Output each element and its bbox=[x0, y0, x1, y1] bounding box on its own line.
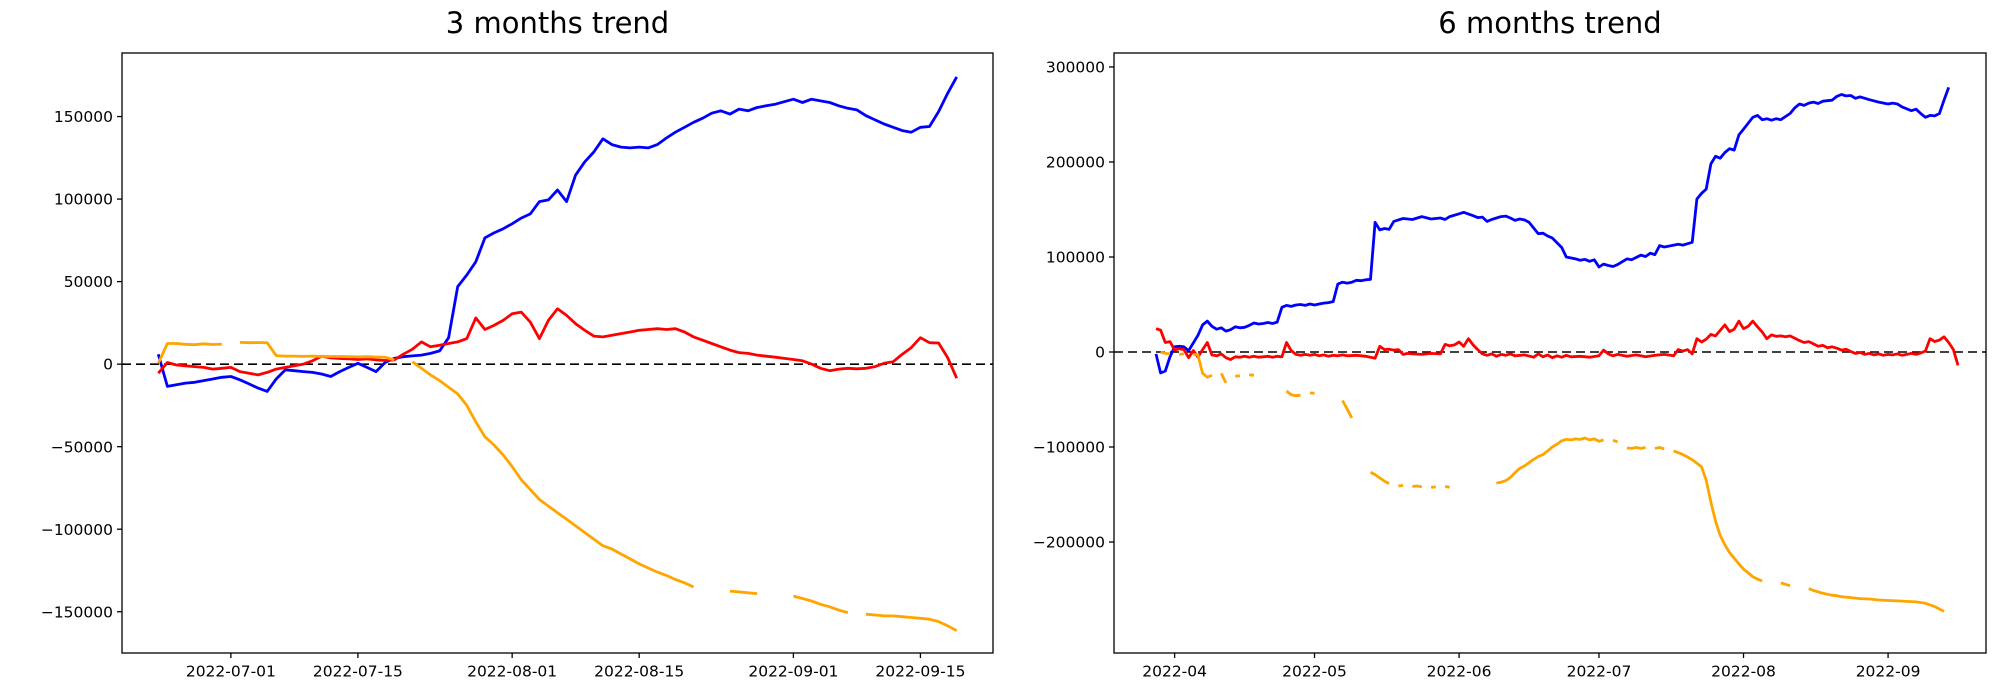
orange-series bbox=[239, 341, 395, 362]
orange-series bbox=[865, 612, 958, 632]
orange-series bbox=[1496, 436, 1605, 485]
axes-frame bbox=[121, 52, 994, 654]
orange-series bbox=[1780, 581, 1791, 588]
y-tick-label: 0 bbox=[1095, 344, 1105, 362]
y-tick-label: −100000 bbox=[41, 521, 113, 539]
x-tick-label: 2022-07-15 bbox=[313, 663, 403, 681]
x-tick-label: 2022-08 bbox=[1711, 663, 1776, 681]
blue-series bbox=[1154, 86, 1951, 375]
left-chart-title: 3 months trend bbox=[445, 6, 670, 40]
orange-series bbox=[1369, 470, 1390, 485]
x-tick-label: 2022-04 bbox=[1142, 663, 1207, 681]
orange-series bbox=[1626, 446, 1646, 450]
red-series bbox=[1155, 319, 1960, 366]
axes-frame bbox=[1113, 52, 1987, 654]
right-chart: 300000 200000 100000 0 −100000 −200000 2022-04… bbox=[1033, 52, 1987, 681]
orange-series bbox=[157, 342, 222, 364]
x-tick-label: 2022-06 bbox=[1427, 663, 1492, 681]
orange-series bbox=[1285, 389, 1301, 398]
orange-series bbox=[1398, 484, 1404, 488]
right-chart-title: 6 months trend bbox=[1438, 6, 1662, 40]
y-tick-label: −200000 bbox=[1033, 534, 1105, 552]
blue-series bbox=[156, 76, 958, 393]
orange-series bbox=[1249, 373, 1255, 377]
y-tick-label: 300000 bbox=[1046, 59, 1105, 77]
x-tick-label: 2022-09-01 bbox=[748, 663, 838, 681]
orange-series bbox=[1341, 399, 1354, 419]
orange-series bbox=[1654, 446, 1665, 451]
y-tick-label: −150000 bbox=[41, 603, 113, 621]
red-series bbox=[157, 307, 958, 379]
y-tick-label: 150000 bbox=[54, 108, 113, 126]
orange-series bbox=[1412, 484, 1423, 489]
x-tick-label: 2022-08-15 bbox=[594, 663, 684, 681]
x-tick-label: 2022-07 bbox=[1567, 663, 1632, 681]
x-tick-label: 2022-09-15 bbox=[875, 663, 965, 681]
orange-series bbox=[1808, 587, 1945, 613]
orange-series bbox=[1612, 439, 1619, 444]
y-tick-label: 50000 bbox=[64, 273, 113, 291]
y-tick-label: 0 bbox=[103, 356, 113, 374]
y-tick-label: 200000 bbox=[1046, 154, 1105, 172]
orange-series bbox=[1444, 485, 1450, 489]
orange-series bbox=[411, 360, 695, 589]
orange-series bbox=[1179, 352, 1185, 356]
left-chart: 150000 100000 50000 0 −50000 −100000 −150000 20… bbox=[41, 52, 994, 681]
x-tick-label: 2022-09 bbox=[1856, 663, 1921, 681]
orange-series bbox=[729, 589, 758, 595]
orange-series bbox=[1193, 353, 1213, 379]
orange-series bbox=[1160, 350, 1171, 356]
x-tick-label: 2022-07-01 bbox=[186, 663, 276, 681]
orange-series bbox=[793, 594, 849, 614]
y-tick-label: −50000 bbox=[51, 438, 113, 456]
x-tick-label: 2022-08-01 bbox=[467, 663, 557, 681]
orange-series bbox=[1430, 485, 1436, 489]
orange-series bbox=[1673, 449, 1763, 583]
x-tick-label: 2022-05 bbox=[1282, 663, 1347, 681]
y-tick-label: 100000 bbox=[1046, 249, 1105, 267]
y-tick-label: −100000 bbox=[1033, 439, 1105, 457]
orange-series bbox=[1220, 372, 1228, 384]
y-tick-label: 100000 bbox=[54, 191, 113, 209]
